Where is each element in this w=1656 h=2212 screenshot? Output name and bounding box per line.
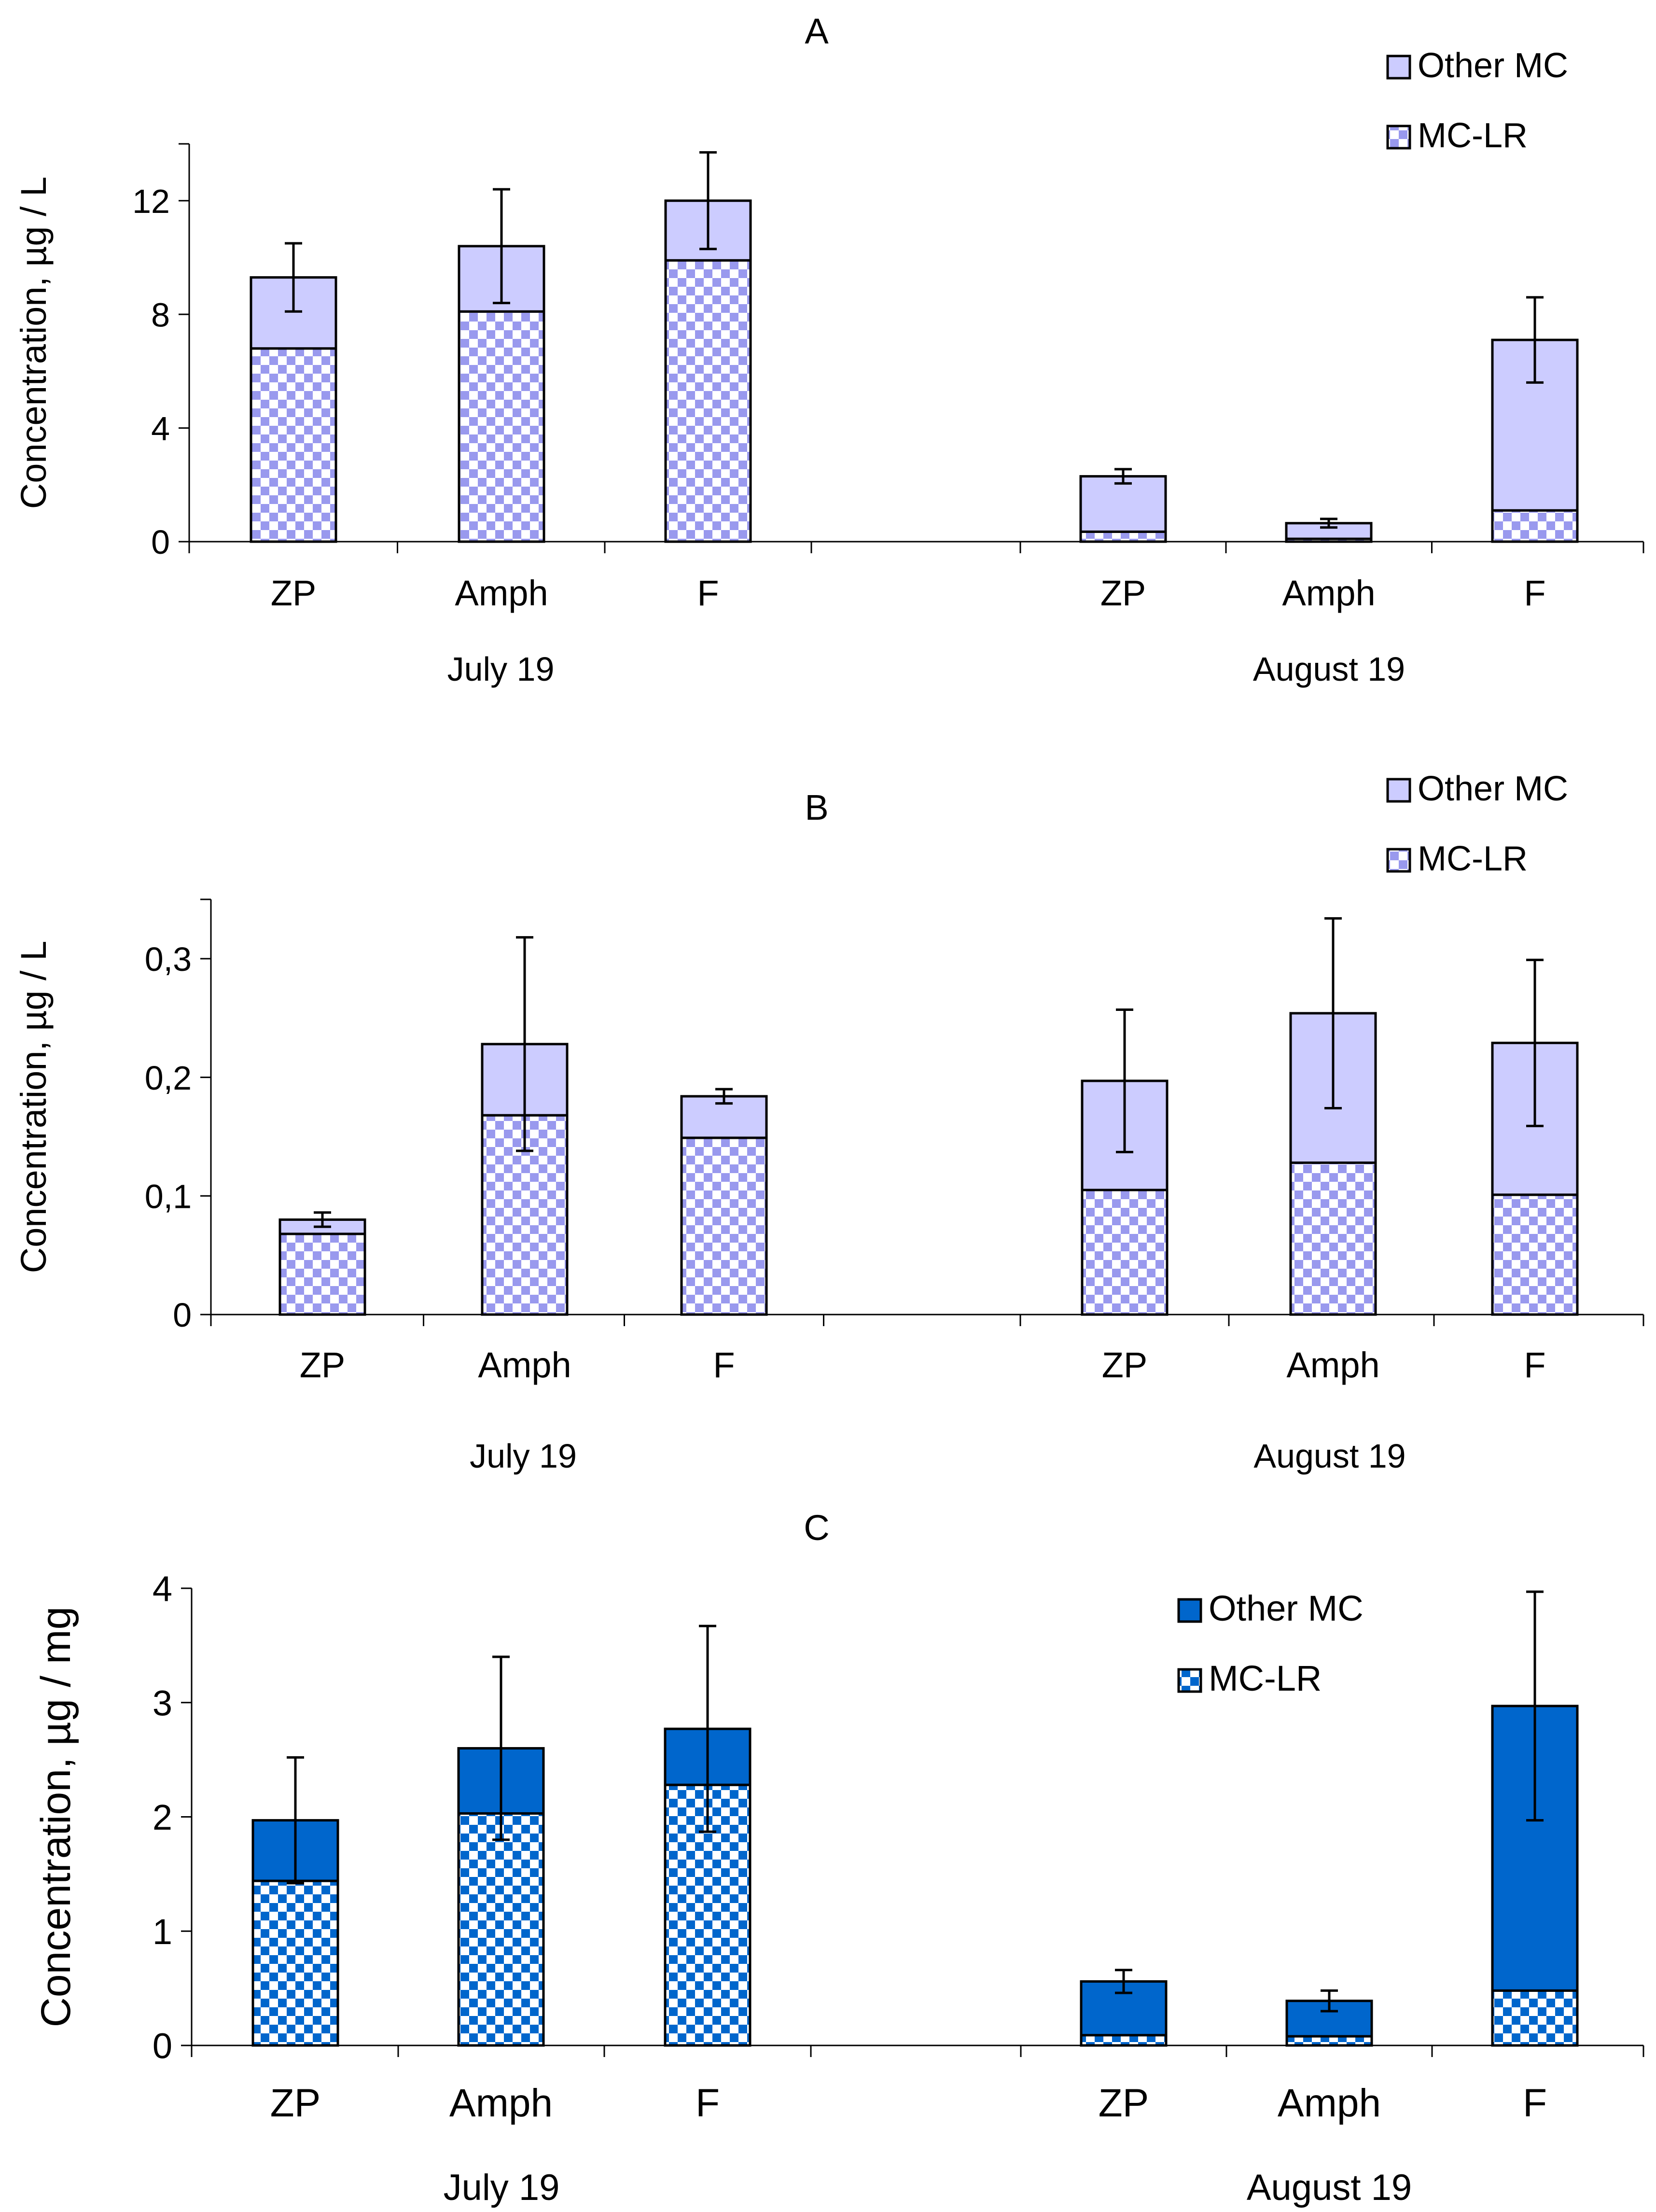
x-category-label: F xyxy=(697,573,719,613)
x-category-label: F xyxy=(696,2081,720,2125)
legend-label: MC-LR xyxy=(1209,1658,1322,1698)
x-group-label: August 19 xyxy=(1253,1437,1406,1475)
x-category-label: Amph xyxy=(449,2081,553,2125)
legend-swatch-mc-lr xyxy=(1386,848,1411,873)
bar-other-mc xyxy=(1079,475,1167,533)
bar-mc-lr xyxy=(1491,509,1579,543)
x-category-label: Amph xyxy=(478,1345,571,1385)
bar-mc-lr xyxy=(457,1812,545,2047)
bar-mc-lr xyxy=(1081,1189,1169,1316)
legend-label: Other MC xyxy=(1418,770,1568,808)
y-tick-label: 0 xyxy=(151,523,170,561)
x-category-label: ZP xyxy=(1102,1345,1148,1385)
chart-panel-c: C 0 1 2 3 4 Concentration, µg / mg ZP Amph F ZP Amp… xyxy=(33,1508,1644,2208)
chart-title: B xyxy=(805,787,828,827)
legend: Other MC MC-LR xyxy=(1386,46,1568,155)
x-category-label: F xyxy=(1523,2081,1547,2125)
bar-mc-lr xyxy=(680,1136,768,1316)
x-group-label: July 19 xyxy=(447,650,555,688)
x-category-label: Amph xyxy=(1282,573,1375,613)
chart-title: C xyxy=(804,1508,829,1548)
bar-mc-lr xyxy=(458,310,545,543)
y-tick-label: 0,3 xyxy=(145,940,192,978)
y-tick-label: 0,2 xyxy=(145,1059,192,1097)
y-tick-label: 8 xyxy=(151,296,170,334)
x-group-label: August 19 xyxy=(1247,2167,1412,2208)
chart-panel-b: B 0 0,1 0,2 0,3 Concentration, µg / L ZP Amph F Z… xyxy=(14,770,1644,1475)
x-category-label: ZP xyxy=(271,573,317,613)
x-category-label: Amph xyxy=(1286,1345,1379,1385)
y-tick-label: 1 xyxy=(153,1912,172,1952)
legend-label: Other MC xyxy=(1418,46,1568,85)
x-category-label: Amph xyxy=(455,573,548,613)
y-axis-label: Concentration, µg / mg xyxy=(33,1607,79,2028)
legend-swatch-other-mc xyxy=(1386,778,1411,803)
y-tick-label: 0,1 xyxy=(145,1177,192,1215)
legend: Other MC MC-LR xyxy=(1177,1588,1364,1698)
bar-mc-lr xyxy=(664,259,752,543)
chart-title: A xyxy=(805,11,829,51)
y-tick-label: 4 xyxy=(151,410,170,448)
bar-mc-lr xyxy=(1285,2035,1373,2047)
legend-swatch-other-mc xyxy=(1386,55,1411,80)
bar-mc-lr xyxy=(1080,2034,1168,2047)
legend-label: MC-LR xyxy=(1418,840,1528,878)
x-group-label: July 19 xyxy=(444,2167,560,2208)
chart-panel-a: A 0 4 8 12 Concentration, µg / L ZP Amph F ZP Amph… xyxy=(14,11,1644,688)
legend-swatch-mc-lr xyxy=(1177,1668,1202,1693)
y-tick-label: 12 xyxy=(132,182,170,220)
legend-label: MC-LR xyxy=(1418,116,1528,155)
x-category-label: ZP xyxy=(1100,573,1146,613)
x-category-label: F xyxy=(713,1345,735,1385)
bar-mc-lr xyxy=(1289,1161,1377,1316)
x-group-label: August 19 xyxy=(1253,650,1405,688)
bar-mc-lr xyxy=(1079,530,1167,543)
y-tick-label: 3 xyxy=(153,1683,172,1723)
bar-mc-lr xyxy=(1491,1193,1579,1316)
legend-label: Other MC xyxy=(1209,1588,1364,1628)
x-category-label: ZP xyxy=(270,2081,321,2125)
x-category-label: ZP xyxy=(300,1345,346,1385)
x-category-label: ZP xyxy=(1099,2081,1149,2125)
x-category-label: Amph xyxy=(1278,2081,1381,2125)
y-tick-label: 4 xyxy=(153,1569,172,1609)
x-category-label: F xyxy=(1524,573,1545,613)
y-axis-label: Concentration, µg / L xyxy=(14,941,54,1273)
y-tick-label: 2 xyxy=(153,1797,172,1837)
y-tick-label: 0 xyxy=(153,2026,172,2066)
bar-mc-lr xyxy=(250,347,337,543)
y-tick-label: 0 xyxy=(173,1296,192,1334)
legend-swatch-mc-lr xyxy=(1386,125,1411,150)
bar-other-mc xyxy=(1491,338,1579,512)
x-category-label: F xyxy=(1524,1345,1545,1385)
bar-mc-lr xyxy=(278,1232,366,1316)
x-group-label: July 19 xyxy=(470,1437,577,1475)
y-axis-label: Concentration, µg / L xyxy=(14,177,54,509)
legend: Other MC MC-LR xyxy=(1386,770,1568,878)
bar-mc-lr xyxy=(251,1879,339,2047)
legend-swatch-other-mc xyxy=(1177,1598,1202,1623)
bar-mc-lr xyxy=(1491,1989,1579,2047)
